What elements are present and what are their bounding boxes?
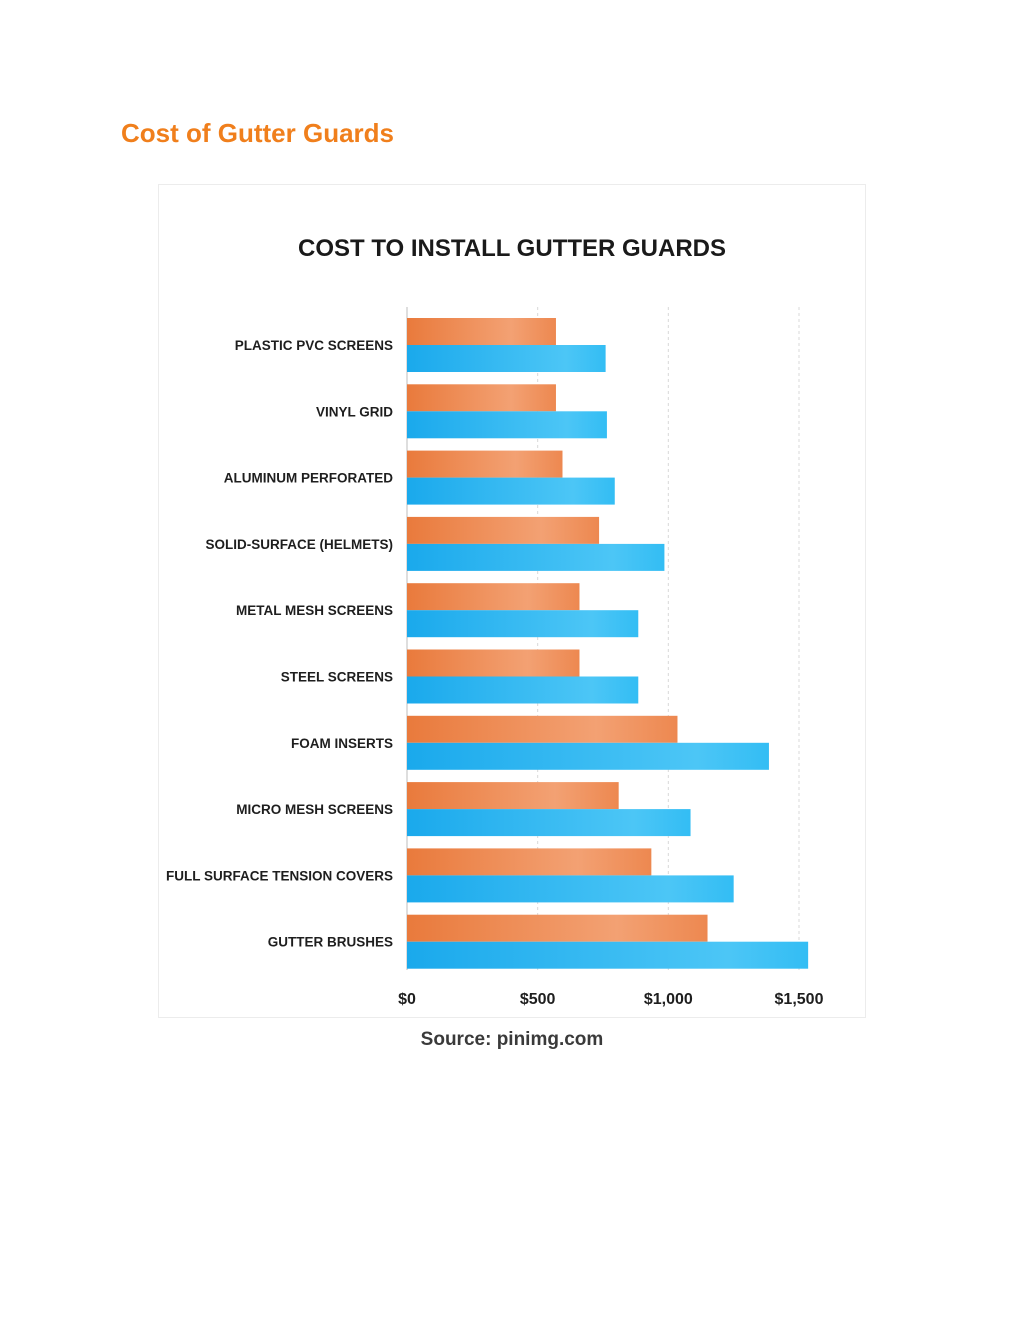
chart-title: COST TO INSTALL GUTTER GUARDS	[298, 235, 726, 262]
chart-figure: COST TO INSTALL GUTTER GUARDS PLASTIC PV…	[158, 184, 866, 1018]
x-tick-label: $1,500	[775, 991, 824, 1008]
bars	[407, 318, 809, 969]
x-tick-label: $0	[398, 991, 416, 1008]
low-cost-bar	[407, 848, 652, 876]
low-cost-bar	[407, 583, 580, 611]
low-cost-bar	[407, 450, 563, 478]
source-caption: Source: pinimg.com	[420, 1029, 604, 1050]
low-cost-bar	[407, 384, 556, 412]
low-cost-bar	[407, 782, 619, 810]
category-labels: PLASTIC PVC SCREENS VINYL GRID ALUMINUM PE…	[166, 338, 393, 950]
high-cost-bar	[407, 477, 615, 505]
category-label: FOAM INSERTS	[291, 736, 393, 751]
high-cost-bar	[407, 610, 639, 638]
high-cost-bar	[407, 676, 639, 704]
category-label: SOLID-SURFACE (HELMETS)	[206, 537, 394, 552]
category-label: ALUMINUM PERFORATED	[224, 471, 393, 486]
category-label: MICRO MESH SCREENS	[236, 802, 393, 817]
high-cost-bar	[407, 742, 769, 770]
low-cost-bar	[407, 318, 556, 345]
category-label: FULL SURFACE TENSION COVERS	[166, 868, 393, 883]
high-cost-bar	[407, 345, 606, 372]
x-tick-label: $1,000	[644, 991, 693, 1008]
category-label: PLASTIC PVC SCREENS	[235, 338, 393, 353]
page-heading: Cost of Gutter Guards	[121, 118, 395, 148]
category-label: STEEL SCREENS	[281, 670, 393, 685]
low-cost-bar	[407, 516, 600, 544]
high-cost-bar	[407, 543, 665, 571]
low-cost-bar	[407, 914, 708, 942]
low-cost-bar	[407, 715, 678, 743]
high-cost-bar	[407, 941, 809, 969]
category-label: GUTTER BRUSHES	[268, 935, 393, 950]
low-cost-bar	[407, 649, 580, 677]
bar-chart: COST TO INSTALL GUTTER GUARDS PLASTIC PV…	[166, 235, 824, 1008]
x-tick-labels: $0 $500 $1,000 $1,500	[398, 991, 823, 1008]
category-label: METAL MESH SCREENS	[236, 603, 393, 618]
x-tick-label: $500	[520, 991, 556, 1008]
high-cost-bar	[407, 411, 607, 439]
high-cost-bar	[407, 809, 691, 837]
high-cost-bar	[407, 875, 734, 903]
category-label: VINYL GRID	[316, 404, 393, 419]
